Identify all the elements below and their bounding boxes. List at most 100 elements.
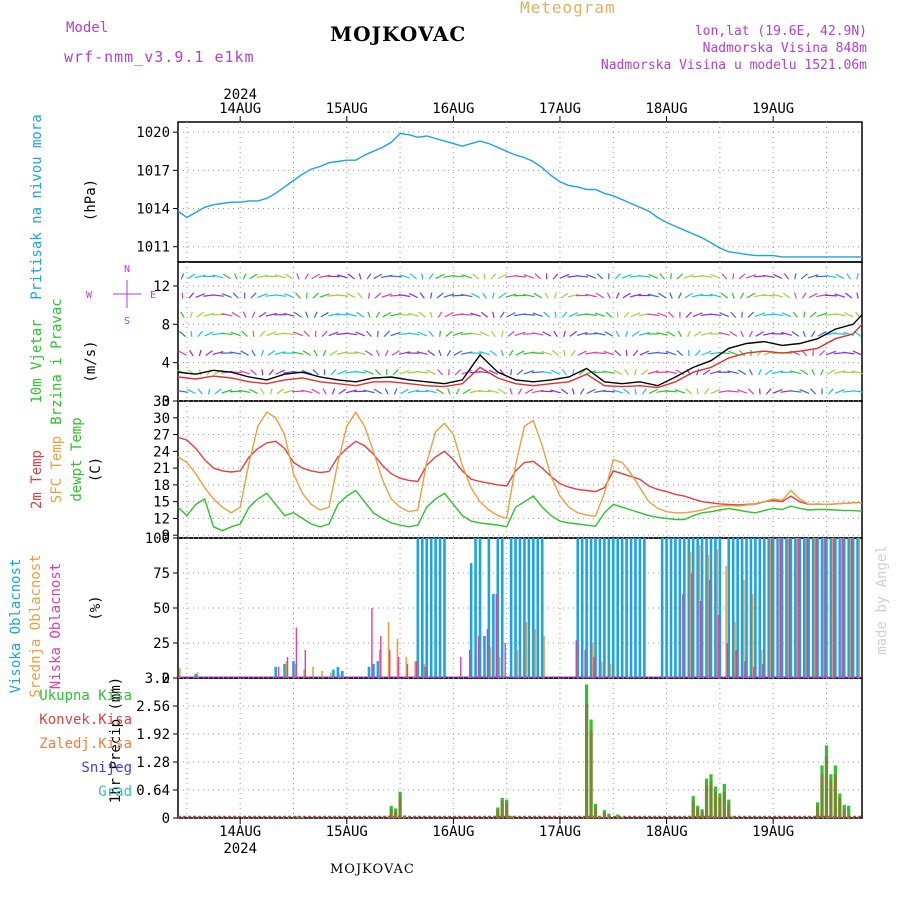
- cloud-bar-high: [794, 538, 797, 678]
- cloud-bar-high: [811, 538, 815, 678]
- wind-arrow: [586, 388, 596, 395]
- cloud-bar-high: [585, 538, 588, 678]
- wind-arrow: [569, 330, 578, 337]
- wind-arrow: [260, 388, 265, 395]
- wind-arrow: [623, 311, 630, 318]
- cloud-bar-high: [376, 661, 380, 678]
- wind-arrow: [408, 312, 419, 317]
- precip-conv-bar: [838, 798, 842, 818]
- cloud-bar-high: [589, 538, 593, 678]
- wind-arrow: [656, 332, 668, 336]
- cloud-bar-low: [486, 629, 489, 678]
- wind-arrow: [331, 388, 336, 395]
- y-tick-label: 0: [162, 671, 170, 687]
- cloud-legend-high: Visoka Oblacnost: [8, 559, 24, 694]
- wind-arrow: [437, 369, 443, 376]
- wind-arrow: [439, 330, 442, 337]
- wind-arrow: [471, 292, 481, 299]
- precip-conv-bar: [398, 796, 402, 818]
- wind-arrow: [677, 330, 682, 338]
- cloud-bar-low: [397, 657, 400, 678]
- precip-ylabel: 1hr Precip (mm): [108, 677, 124, 803]
- wind-arrow: [514, 275, 526, 278]
- wind-arrow: [748, 330, 753, 338]
- wind-arrow: [416, 370, 429, 374]
- y-tick-label: 0: [162, 394, 170, 410]
- station-coordinates: lon,lat (19.6E, 42.9N): [694, 24, 867, 39]
- cloud-bar-mid: [751, 594, 754, 678]
- y-tick-label: 1017: [136, 163, 170, 179]
- cloud-bar-high: [616, 538, 620, 678]
- wind-arrow: [692, 293, 704, 298]
- cloud-bar-low: [842, 538, 844, 678]
- y-tick-label: 30: [153, 411, 170, 427]
- cloud-bar-low: [380, 636, 382, 678]
- cloud-bar-mid: [387, 622, 390, 678]
- wind-arrow: [532, 312, 543, 317]
- wind-arrow: [204, 331, 214, 337]
- cloud-bar-high: [834, 538, 837, 678]
- cloud-bar-high: [825, 538, 828, 678]
- cloud-bar-high: [758, 538, 762, 678]
- cloud-bar-low: [477, 636, 480, 678]
- cloud-bar-low: [406, 664, 409, 678]
- wind-arrow: [621, 273, 632, 279]
- wind-arrow: [789, 390, 802, 393]
- wind-arrow: [345, 389, 357, 394]
- compass-east: E: [150, 290, 156, 301]
- cloud-bar-high: [634, 538, 637, 678]
- wind-arrow: [685, 388, 693, 395]
- precip-conv-bar: [593, 807, 598, 818]
- cloud-bar-mid: [858, 538, 861, 678]
- wind-arrow: [710, 388, 721, 394]
- wind-arrow: [487, 389, 499, 394]
- precip-conv-bar: [589, 730, 593, 818]
- wind-arrow: [594, 312, 606, 318]
- wind-arrow: [392, 369, 399, 376]
- wind-arrow: [249, 273, 258, 280]
- wind-arrow: [846, 273, 852, 280]
- wind-arrow: [508, 349, 514, 357]
- wind-arrow: [728, 350, 739, 356]
- cloud-bar-high: [851, 538, 855, 678]
- wind-arrow: [313, 311, 318, 318]
- y-tick-label: 75: [153, 566, 170, 582]
- wind-arrow: [794, 273, 797, 280]
- wind-arrow: [437, 311, 443, 318]
- cloud-bar-high: [292, 661, 295, 678]
- wind-arrow: [445, 330, 453, 337]
- cloud-bar-high: [283, 664, 286, 678]
- wind-arrow: [188, 349, 194, 357]
- cloud-legend-low: Niska Oblacnost: [48, 563, 64, 689]
- wind-arrow: [594, 332, 606, 336]
- wind-arrow: [446, 349, 452, 357]
- wind-arrow: [176, 389, 189, 393]
- cloud-bar-high: [527, 538, 531, 678]
- wind-arrow: [577, 350, 587, 356]
- wind-arrow: [781, 312, 792, 318]
- cloud-bar-low: [468, 650, 471, 678]
- cloud-bar-high: [665, 538, 668, 678]
- cloud-bar-high: [776, 538, 779, 678]
- cloud-bar-high: [523, 538, 526, 678]
- wind-arrow: [803, 311, 806, 318]
- wind-arrow: [532, 332, 544, 336]
- wind-arrow: [647, 293, 659, 298]
- wind-arrow: [634, 369, 637, 376]
- watermark: made by Angel: [874, 545, 890, 655]
- wind-arrow: [462, 388, 471, 395]
- cloud-bar-high: [762, 538, 766, 678]
- wind-arrow: [336, 294, 349, 297]
- wind-arrow: [499, 311, 505, 318]
- wind-arrow: [274, 351, 286, 356]
- wind-arrow: [710, 273, 721, 279]
- wind-arrow: [443, 293, 455, 298]
- wind-arrow: [801, 292, 807, 299]
- y-tick-label: 12: [153, 511, 170, 527]
- wind-arrow: [606, 292, 611, 299]
- wind-arrow: [491, 292, 495, 299]
- wind-arrow: [789, 370, 801, 375]
- wind-arrow: [585, 293, 597, 298]
- cloud-bar-mid: [405, 657, 408, 678]
- wind-arrow: [438, 349, 442, 357]
